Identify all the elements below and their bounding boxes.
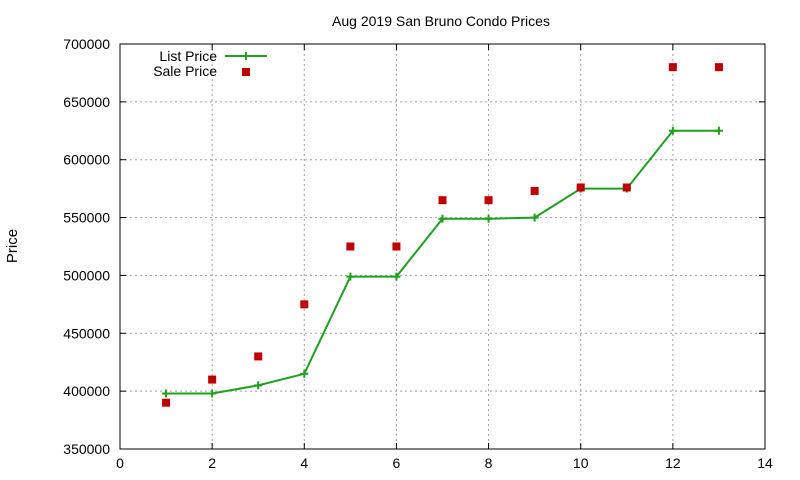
data-point-sale-price [438,196,447,205]
data-point-list-price [346,272,355,281]
data-point-list-price [392,272,401,281]
data-point-list-price [484,214,493,223]
series [162,63,723,407]
data-point-sale-price [576,183,585,192]
data-point-sale-price [208,375,217,384]
y-tick-label: 600000 [63,152,110,168]
y-tick-label: 650000 [63,94,110,110]
data-point-sale-price [622,183,631,192]
axis-ticks: 0 2 4 6 8 10 12 14 350000 400000 450000 500000 55000… [63,36,773,471]
data-point-sale-price [392,242,401,251]
data-point-sale-price [346,242,355,251]
x-tick-label: 2 [208,455,216,471]
data-point-sale-price [162,398,171,407]
data-point-list-price [438,214,447,223]
y-axis-label: Price [4,229,21,263]
data-point-list-price [208,389,217,398]
chart-title: Aug 2019 San Bruno Condo Prices [332,13,550,29]
data-point-list-price [714,126,723,135]
x-tick-label: 14 [757,455,773,471]
series-line-list-price [166,129,719,395]
data-point-sale-price [300,300,309,309]
data-point-list-price [300,369,309,378]
data-point-list-price [530,213,539,222]
data-point-sale-price [254,352,263,361]
x-tick-label: 12 [665,455,681,471]
grid [120,44,765,449]
data-point-sale-price [484,196,493,205]
y-tick-label: 700000 [63,36,110,52]
y-tick-label: 500000 [63,267,110,283]
data-point-list-price [162,389,171,398]
plot-frame [119,43,766,450]
x-tick-label: 0 [116,455,124,471]
data-point-sale-price [714,63,723,72]
legend-label-sale-price: Sale Price [153,63,217,79]
legend-label-list-price: List Price [159,48,217,64]
legend: List Price Sale Price [153,48,267,79]
y-tick-label: 450000 [63,325,110,341]
legend-marker-list-price [242,52,250,60]
y-tick-label: 400000 [63,383,110,399]
x-tick-label: 6 [393,455,401,471]
data-point-sale-price [530,186,539,195]
data-point-sale-price [668,63,677,72]
x-tick-label: 8 [485,455,493,471]
y-tick-label: 550000 [63,210,110,226]
x-tick-label: 4 [300,455,308,471]
data-point-list-price [668,126,677,135]
x-tick-label: 10 [573,455,589,471]
data-point-list-price [254,381,263,390]
legend-marker-sale-price [242,68,250,76]
y-tick-label: 350000 [63,441,110,457]
